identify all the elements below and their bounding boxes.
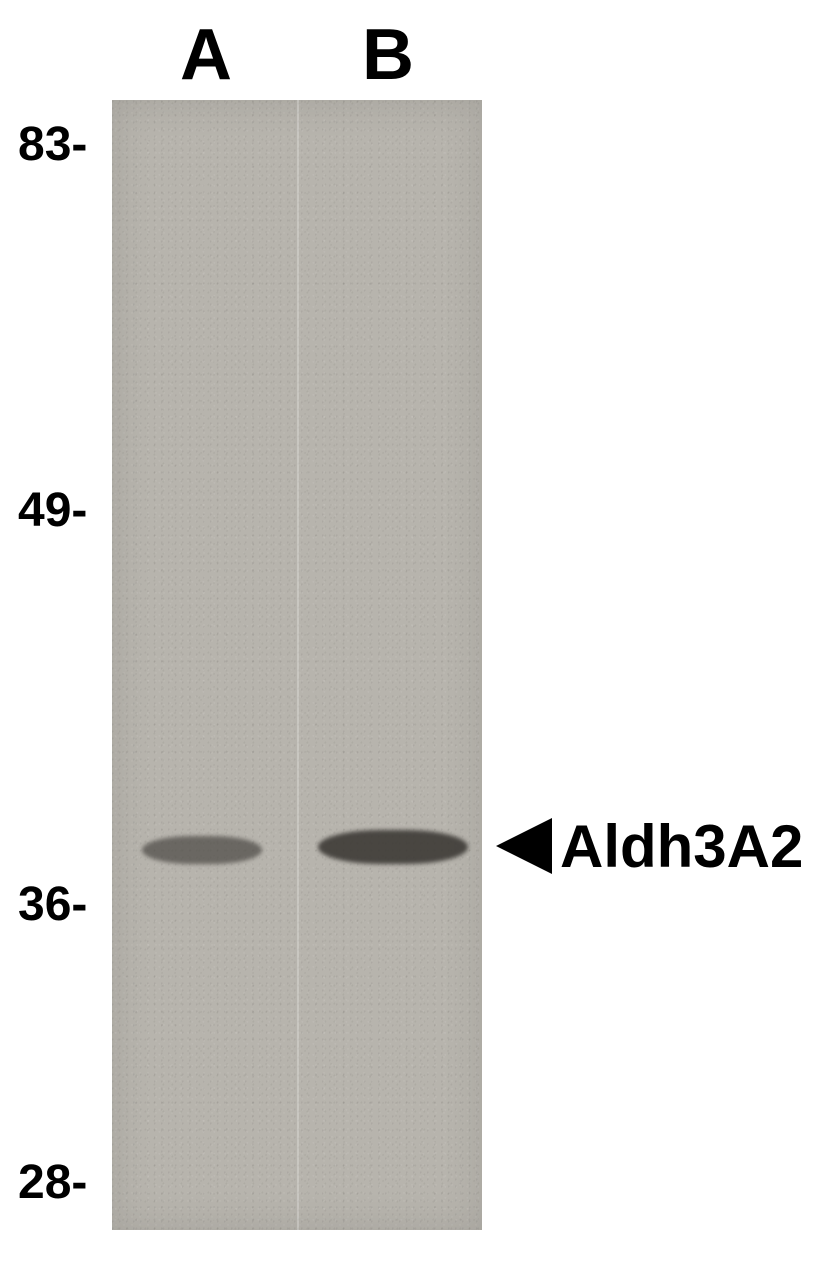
- mw-marker-83: 83-: [18, 117, 87, 172]
- band-lane-a: [142, 836, 262, 864]
- mw-marker-28: 28-: [18, 1155, 87, 1210]
- mw-marker-label: 36: [18, 878, 71, 931]
- arrow-left-icon: [496, 818, 552, 874]
- mw-dash: -: [71, 878, 87, 931]
- mw-dash: -: [71, 118, 87, 171]
- mw-dash: -: [71, 484, 87, 537]
- mw-marker-label: 83: [18, 118, 71, 171]
- mw-marker-label: 49: [18, 484, 71, 537]
- mw-dash: -: [71, 1156, 87, 1209]
- lane-label-a: A: [180, 14, 232, 96]
- mw-marker-label: 28: [18, 1156, 71, 1209]
- lane-label-b: B: [362, 14, 414, 96]
- band-lane-b: [318, 830, 468, 864]
- mw-marker-36: 36-: [18, 877, 87, 932]
- blot-membrane: [112, 100, 482, 1230]
- protein-label: Aldh3A2: [560, 812, 803, 881]
- lane-divider: [297, 100, 299, 1230]
- mw-marker-49: 49-: [18, 483, 87, 538]
- western-blot-figure: A B 83- 49- 36- 28- Aldh3A2: [0, 0, 813, 1280]
